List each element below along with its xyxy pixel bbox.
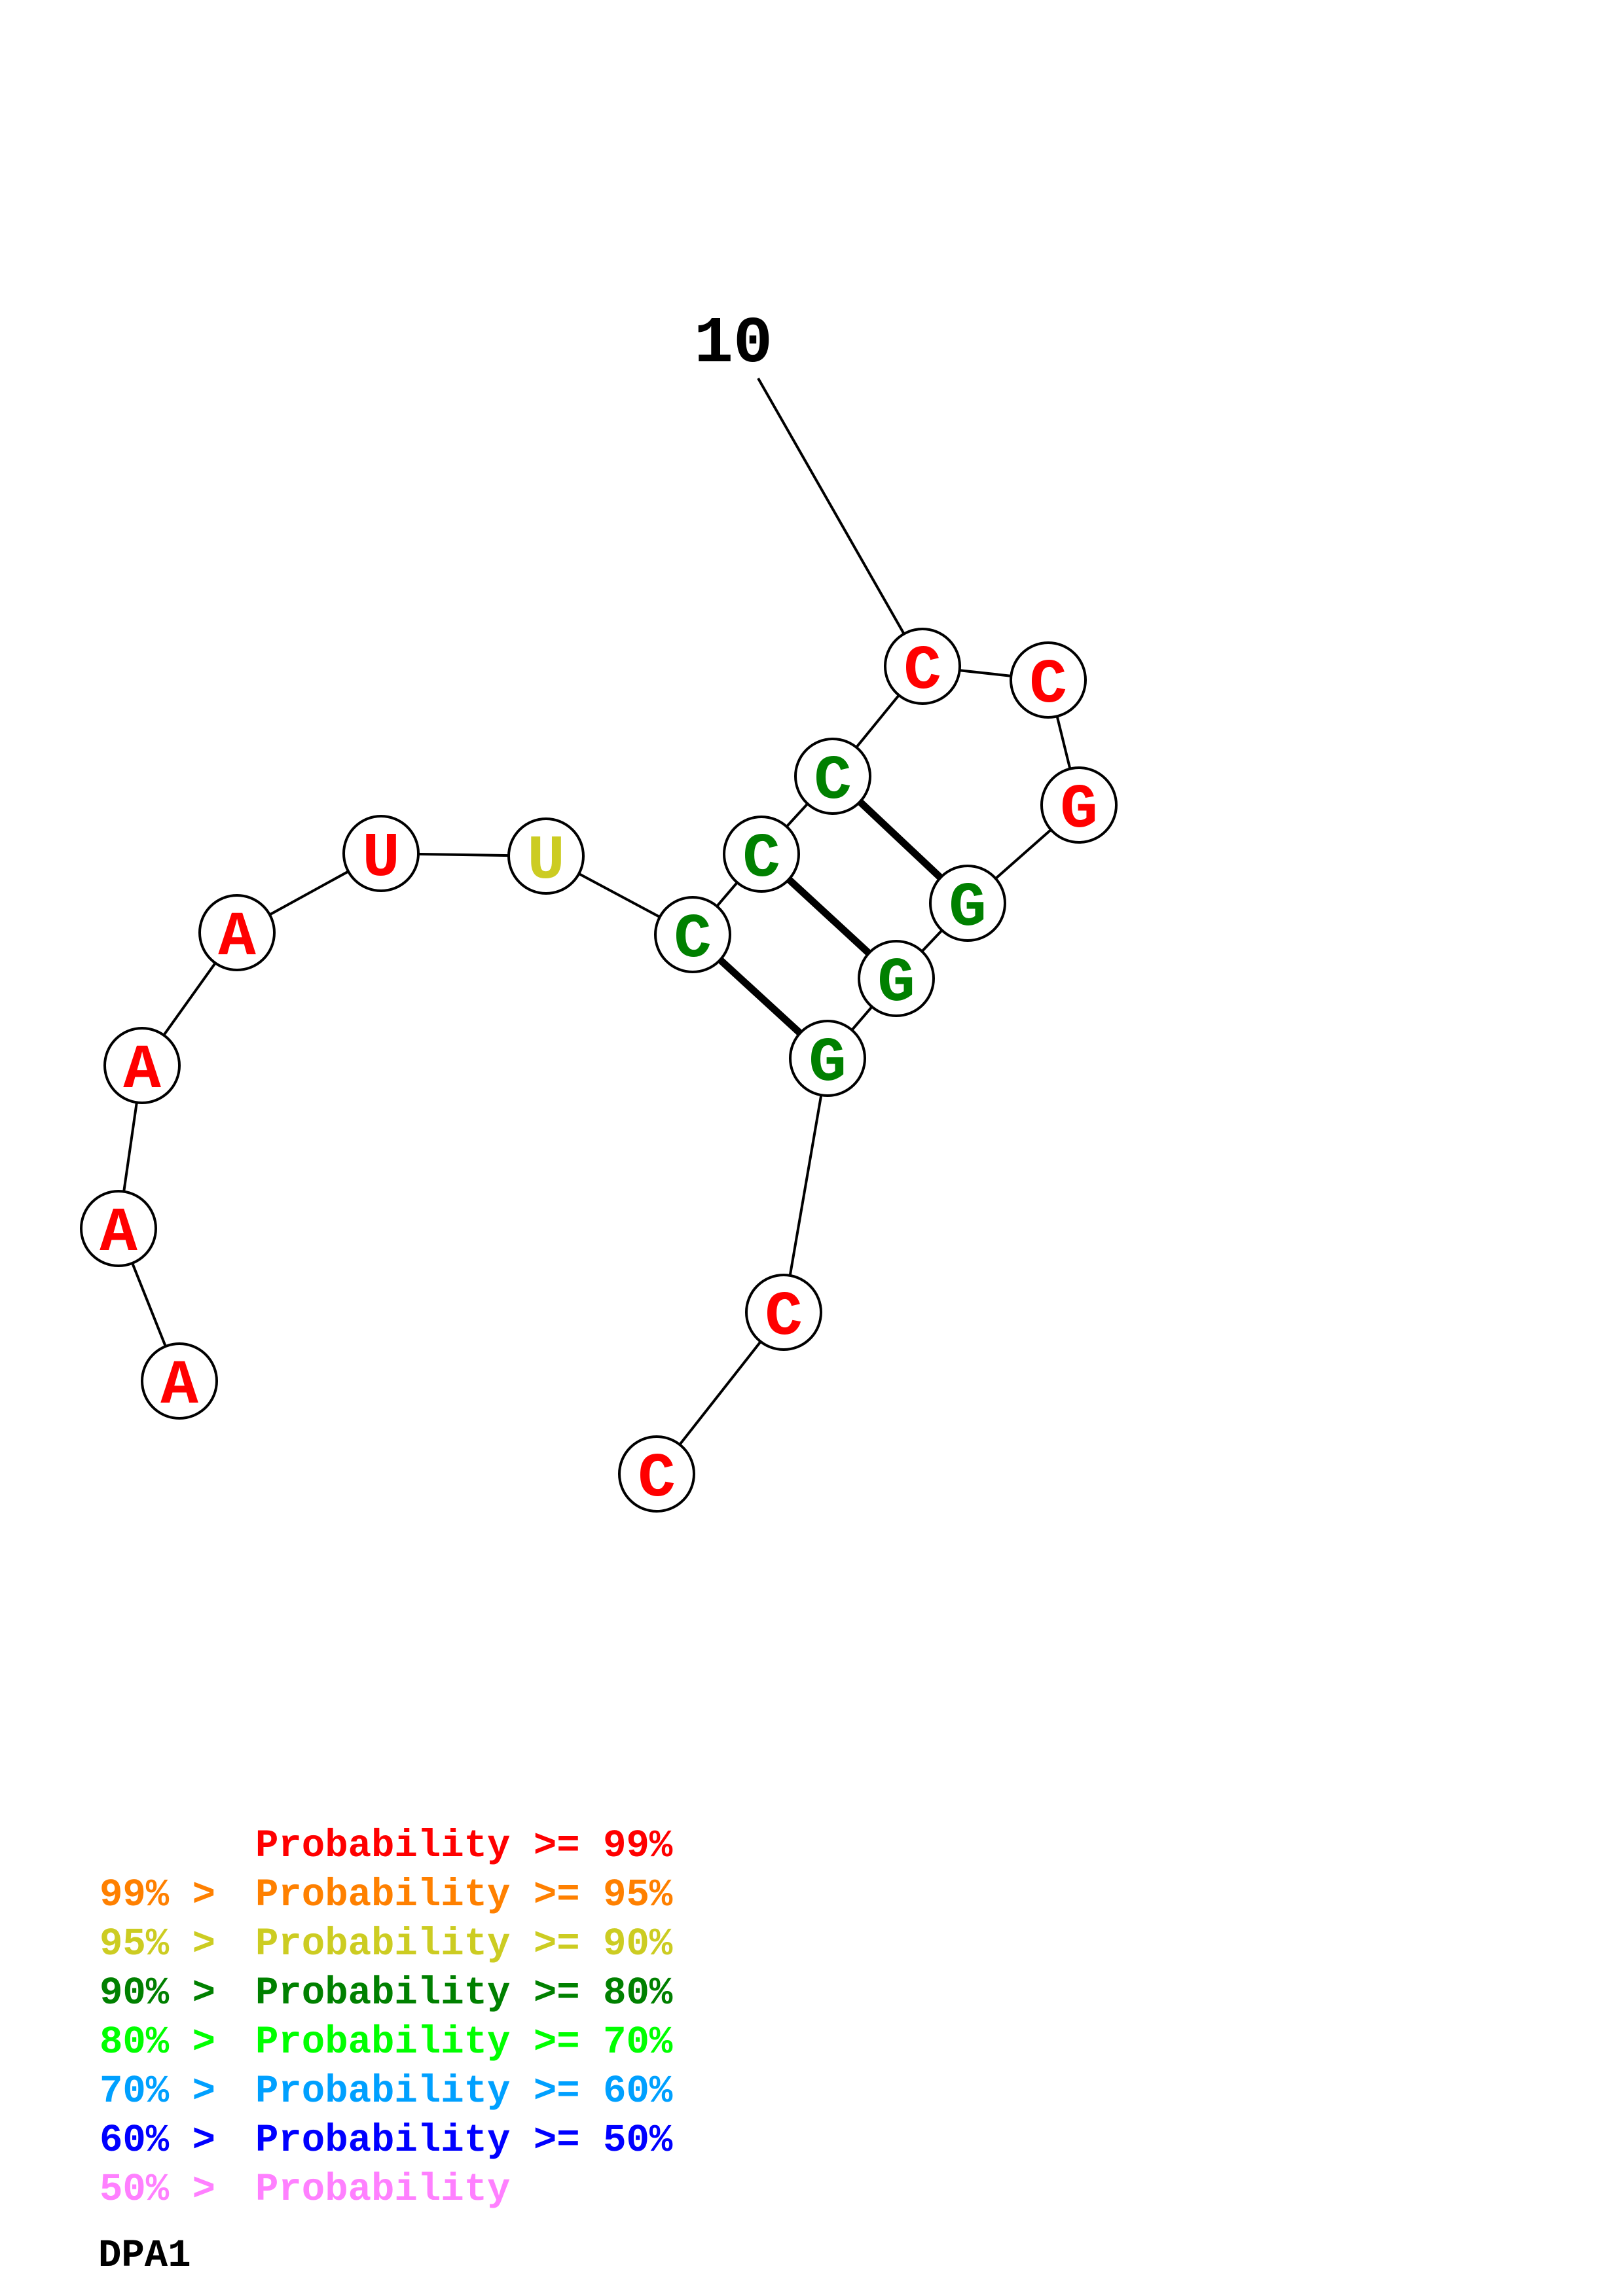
nucleotide-letter: C <box>814 745 852 817</box>
nucleotide-letter: A <box>160 1350 198 1422</box>
nucleotide-circle <box>80 1190 157 1267</box>
structure-name: DPA1 <box>98 2234 191 2278</box>
nucleotide-circle <box>654 896 731 973</box>
position-label: 10 <box>694 308 773 382</box>
nucleotide-circle <box>618 1435 695 1513</box>
legend-entry: Probability >= 50% <box>255 2119 673 2162</box>
position-tick-layer: 10 <box>694 308 924 667</box>
nucleotide-letter: C <box>674 904 712 975</box>
nucleotide-circle <box>929 865 1006 942</box>
nucleotide-circle <box>858 940 935 1017</box>
nucleotide-letter: G <box>949 872 987 944</box>
base-pair-layer <box>690 773 970 1062</box>
nucleotide-circle <box>745 1274 822 1351</box>
nucleotide-letter: A <box>123 1035 161 1106</box>
nucleotide: G <box>789 1020 866 1099</box>
nucleotide-circle <box>103 1027 181 1104</box>
nucleotide-letter: A <box>100 1198 137 1269</box>
legend-entry: Probability >= 95% <box>255 1873 673 1917</box>
nucleotide-circle <box>884 628 961 705</box>
nucleotide: A <box>198 894 276 973</box>
nucleotide-letter: C <box>638 1443 676 1515</box>
nucleotide-circle <box>794 738 871 815</box>
nucleotide: C <box>723 816 800 895</box>
nucleotide-circle <box>198 894 276 971</box>
probability-legend: Probability >= 99% 99% > Probability >= 9… <box>100 1824 673 2212</box>
legend-entry: Probability <box>255 2168 510 2212</box>
nucleotide: A <box>141 1342 218 1422</box>
nucleotide-letter: G <box>1060 774 1098 846</box>
nucleotide-letter: C <box>765 1282 803 1353</box>
nucleotide-letter: U <box>362 823 400 894</box>
nucleotide-circle <box>141 1342 218 1420</box>
nucleotide: C <box>745 1274 822 1353</box>
nucleotide: C <box>1010 641 1087 721</box>
nucleotide: C <box>794 738 871 817</box>
backbone-layer <box>117 665 1080 1475</box>
legend-prefix: 50% > <box>100 2168 215 2212</box>
nucleotide-letter: U <box>527 825 565 897</box>
nucleotide: C <box>884 628 961 707</box>
nucleotide-circle <box>342 815 420 892</box>
nucleotide-circle <box>1040 766 1118 844</box>
nucleotide-letter: C <box>1029 649 1067 721</box>
nucleotide: G <box>858 940 935 1019</box>
nucleotide: G <box>929 865 1006 944</box>
legend-entry: Probability >= 60% <box>255 2070 673 2113</box>
nucleotide-letter: G <box>809 1028 847 1099</box>
legend-prefix: 80% > <box>100 2020 215 2064</box>
legend-prefix: 60% > <box>100 2119 215 2162</box>
nucleotide: U <box>342 815 420 894</box>
nucleotide: C <box>618 1435 695 1515</box>
nucleotide: C <box>654 896 731 975</box>
nucleotide: A <box>80 1190 157 1269</box>
nucleotide: G <box>1040 766 1118 846</box>
nucleotide-letter: C <box>742 823 780 895</box>
legend-entry: Probability >= 80% <box>255 1971 673 2015</box>
position-tick <box>757 378 924 667</box>
nucleotide-circle <box>789 1020 866 1097</box>
nucleotide: A <box>103 1027 181 1106</box>
legend-prefix: 99% > <box>100 1873 215 1917</box>
nucleotide-circle <box>723 816 800 893</box>
legend-entry: Probability >= 70% <box>255 2020 673 2064</box>
legend-prefix: 90% > <box>100 1971 215 2015</box>
nucleotide-circle <box>507 817 585 895</box>
legend-entry: Probability >= 99% <box>255 1824 673 1868</box>
legend-prefix: 70% > <box>100 2070 215 2113</box>
nucleotide-letter: C <box>903 636 941 707</box>
legend-prefix: 95% > <box>100 1922 215 1966</box>
nucleotide: U <box>507 817 585 897</box>
nucleotide-letter: A <box>218 902 256 973</box>
nucleotide-letter: G <box>877 948 915 1019</box>
backbone-link <box>782 1058 829 1313</box>
legend-entry: Probability >= 90% <box>255 1922 673 1966</box>
nucleotide-circle <box>1010 641 1087 719</box>
